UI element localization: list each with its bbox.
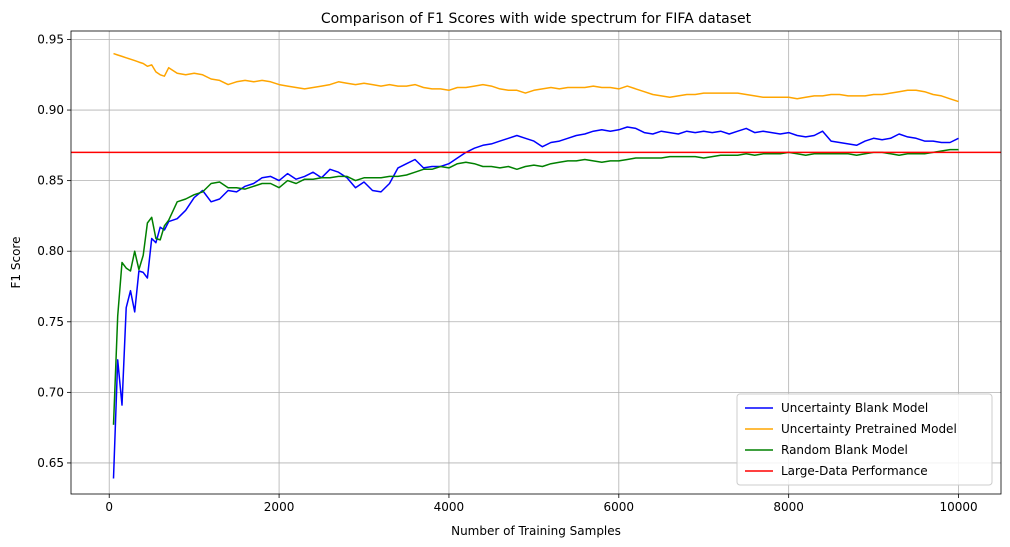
legend-label: Large-Data Performance bbox=[781, 464, 928, 478]
y-axis-label: F1 Score bbox=[9, 237, 23, 289]
series-line-uncertainty-blank-model bbox=[112, 126, 959, 479]
x-tick-label: 4000 bbox=[434, 500, 465, 514]
series-layer bbox=[71, 52, 1001, 479]
y-tick-label: 0.90 bbox=[37, 103, 64, 117]
x-axis-label: Number of Training Samples bbox=[451, 524, 621, 538]
x-tick-label: 10000 bbox=[939, 500, 977, 514]
y-ticks: 0.65 0.70 0.75 0.80 0.85 0.90 0.95 bbox=[37, 32, 71, 470]
legend-label: Uncertainty Pretrained Model bbox=[781, 422, 957, 436]
x-tick-label: 8000 bbox=[773, 500, 804, 514]
y-tick-label: 0.65 bbox=[37, 456, 64, 470]
x-tick-label: 6000 bbox=[604, 500, 635, 514]
legend-box bbox=[736, 393, 993, 486]
series-line-uncertainty-pretrained-model bbox=[113, 52, 959, 103]
y-tick-label: 0.85 bbox=[37, 174, 64, 188]
y-tick-label: 0.70 bbox=[37, 385, 64, 399]
legend-label: Uncertainty Blank Model bbox=[781, 401, 928, 415]
chart-title: Comparison of F1 Scores with wide spectr… bbox=[321, 11, 752, 27]
legend-label: Random Blank Model bbox=[781, 443, 908, 457]
series-line-random-blank-model bbox=[112, 148, 959, 425]
x-ticks: 0 2000 4000 6000 8000 10000 bbox=[105, 494, 978, 514]
legend: Uncertainty Blank Model Uncertainty Pretr… bbox=[736, 393, 993, 486]
x-tick-label: 0 bbox=[105, 500, 113, 514]
y-tick-label: 0.80 bbox=[37, 244, 64, 258]
plot-frame bbox=[70, 30, 1002, 495]
y-tick-label: 0.75 bbox=[37, 315, 64, 329]
y-tick-label: 0.95 bbox=[37, 32, 64, 46]
x-tick-label: 2000 bbox=[264, 500, 295, 514]
